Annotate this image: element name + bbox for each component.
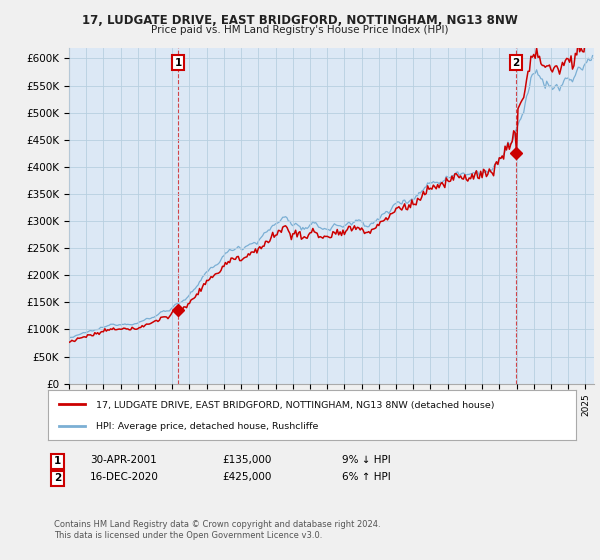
Text: £135,000: £135,000	[222, 455, 271, 465]
Text: Contains HM Land Registry data © Crown copyright and database right 2024.: Contains HM Land Registry data © Crown c…	[54, 520, 380, 529]
Text: Price paid vs. HM Land Registry's House Price Index (HPI): Price paid vs. HM Land Registry's House …	[151, 25, 449, 35]
Text: This data is licensed under the Open Government Licence v3.0.: This data is licensed under the Open Gov…	[54, 531, 322, 540]
Text: 1: 1	[54, 456, 61, 466]
Text: 17, LUDGATE DRIVE, EAST BRIDGFORD, NOTTINGHAM, NG13 8NW (detached house): 17, LUDGATE DRIVE, EAST BRIDGFORD, NOTTI…	[95, 400, 494, 409]
Text: 6% ↑ HPI: 6% ↑ HPI	[342, 472, 391, 482]
Text: 16-DEC-2020: 16-DEC-2020	[90, 472, 159, 482]
Text: 1: 1	[175, 58, 182, 68]
Text: £425,000: £425,000	[222, 472, 271, 482]
Text: 2: 2	[54, 473, 61, 483]
Text: 2: 2	[512, 58, 520, 68]
Text: 17, LUDGATE DRIVE, EAST BRIDGFORD, NOTTINGHAM, NG13 8NW: 17, LUDGATE DRIVE, EAST BRIDGFORD, NOTTI…	[82, 14, 518, 27]
Text: HPI: Average price, detached house, Rushcliffe: HPI: Average price, detached house, Rush…	[95, 422, 318, 431]
Text: 30-APR-2001: 30-APR-2001	[90, 455, 157, 465]
Text: 9% ↓ HPI: 9% ↓ HPI	[342, 455, 391, 465]
